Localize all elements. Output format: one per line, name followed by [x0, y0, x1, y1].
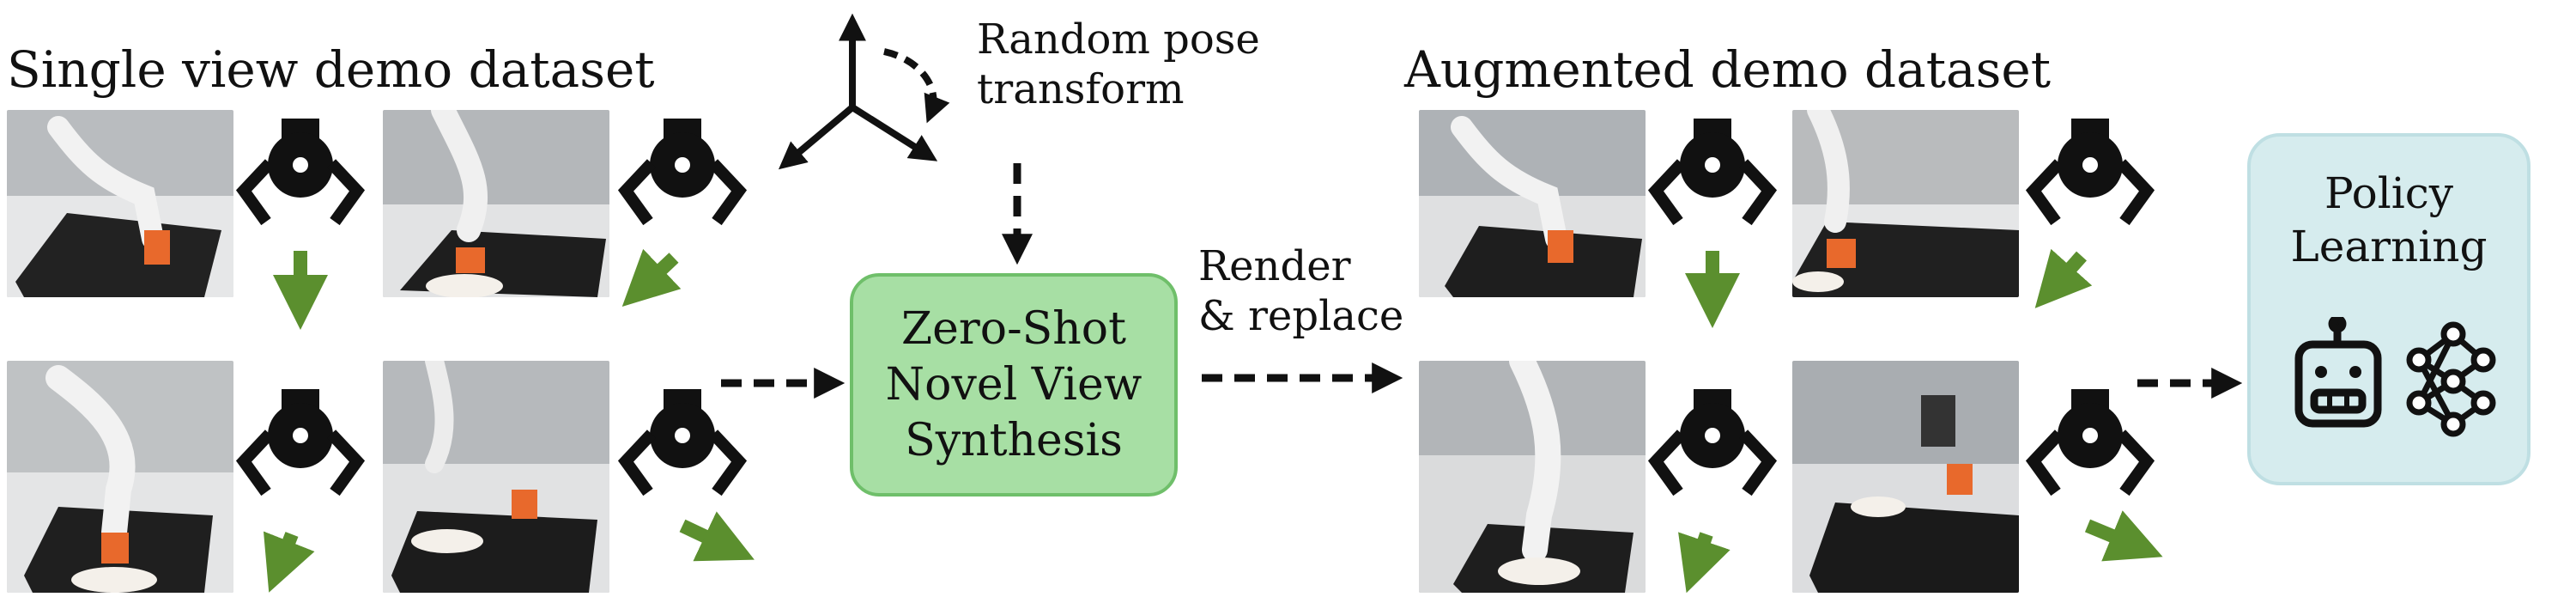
- coordinate-axes-icon: [778, 13, 950, 170]
- nvs-line-3: Synthesis: [905, 414, 1123, 466]
- gripper-icon: [244, 389, 357, 492]
- action-arrow: [263, 531, 315, 593]
- gripper-icon: [1656, 389, 1769, 492]
- policy-icons: [2294, 317, 2496, 437]
- aug-photo-4: [1792, 361, 2019, 593]
- policy-learning-box: Policy Learning: [2247, 133, 2531, 485]
- aug-photo-1: [1419, 110, 1646, 297]
- demo-photo-4: [383, 361, 609, 593]
- aug-photo-3: [1419, 361, 1646, 593]
- demo-photo-1: [7, 110, 233, 297]
- gripper-icon: [626, 119, 739, 222]
- action-arrow: [2034, 248, 2093, 308]
- single-view-dataset-title: Single view demo dataset: [7, 40, 655, 99]
- demo-photo-2: [383, 110, 609, 297]
- nvs-line-1: Zero-Shot: [901, 302, 1126, 355]
- robot-face-icon: [2294, 317, 2382, 428]
- demo-photo-3: [7, 361, 233, 593]
- action-arrow: [621, 248, 682, 307]
- action-arrow: [2084, 510, 2163, 562]
- gripper-icon: [2034, 119, 2147, 222]
- render-replace-label: Render & replace: [1198, 242, 1404, 340]
- augmented-dataset-title: Augmented demo dataset: [1404, 40, 2052, 99]
- novel-view-synthesis-box: Zero-Shot Novel View Synthesis: [850, 273, 1178, 496]
- gripper-icon: [626, 389, 739, 492]
- action-arrows: [263, 248, 2163, 594]
- gripper-icon: [244, 119, 357, 222]
- nvs-line-2: Novel View: [885, 358, 1143, 411]
- action-arrow: [1678, 532, 1730, 594]
- gripper-icon: [1656, 119, 1769, 222]
- neural-network-icon: [2406, 321, 2496, 437]
- aug-photo-2: [1792, 110, 2019, 297]
- gripper-icon: [2034, 389, 2147, 492]
- random-pose-label: Random pose transform: [977, 15, 1260, 113]
- action-arrow: [679, 511, 755, 562]
- policy-line-1: Policy: [2324, 168, 2453, 218]
- policy-line-2: Learning: [2290, 222, 2488, 271]
